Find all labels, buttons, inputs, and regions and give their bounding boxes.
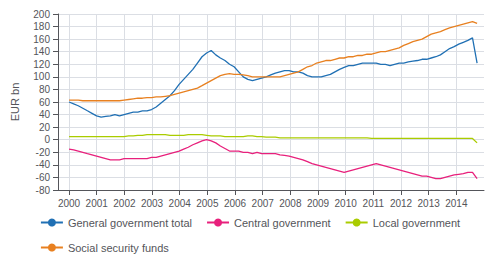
svg-text:General government total: General government total — [68, 217, 192, 229]
svg-text:40: 40 — [39, 109, 51, 120]
svg-text:140: 140 — [33, 46, 50, 57]
svg-text:80: 80 — [39, 84, 51, 95]
svg-text:200: 200 — [33, 9, 50, 20]
svg-text:-80: -80 — [36, 185, 51, 196]
svg-text:2009: 2009 — [307, 198, 330, 209]
svg-text:-40: -40 — [36, 159, 51, 170]
svg-text:2004: 2004 — [169, 198, 192, 209]
svg-text:2008: 2008 — [279, 198, 302, 209]
svg-text:Central government: Central government — [234, 217, 331, 229]
svg-text:160: 160 — [33, 34, 50, 45]
svg-text:2006: 2006 — [224, 198, 247, 209]
svg-text:2002: 2002 — [113, 198, 136, 209]
svg-text:2005: 2005 — [196, 198, 219, 209]
svg-text:EUR bn: EUR bn — [9, 83, 21, 122]
svg-text:2010: 2010 — [335, 198, 358, 209]
svg-text:2014: 2014 — [445, 198, 468, 209]
svg-text:120: 120 — [33, 59, 50, 70]
svg-text:2003: 2003 — [141, 198, 164, 209]
svg-text:2000: 2000 — [58, 198, 81, 209]
svg-text:20: 20 — [39, 122, 51, 133]
svg-text:0: 0 — [44, 134, 50, 145]
svg-text:-60: -60 — [36, 172, 51, 183]
svg-text:Social security funds: Social security funds — [68, 242, 169, 254]
svg-text:2011: 2011 — [363, 198, 385, 209]
svg-text:Local government: Local government — [373, 217, 460, 229]
svg-text:2007: 2007 — [252, 198, 275, 209]
svg-text:100: 100 — [33, 71, 50, 82]
svg-text:2013: 2013 — [418, 198, 441, 209]
svg-text:180: 180 — [33, 21, 50, 32]
svg-text:2012: 2012 — [390, 198, 413, 209]
svg-text:60: 60 — [39, 97, 51, 108]
svg-text:-20: -20 — [36, 147, 51, 158]
svg-text:2001: 2001 — [86, 198, 109, 209]
